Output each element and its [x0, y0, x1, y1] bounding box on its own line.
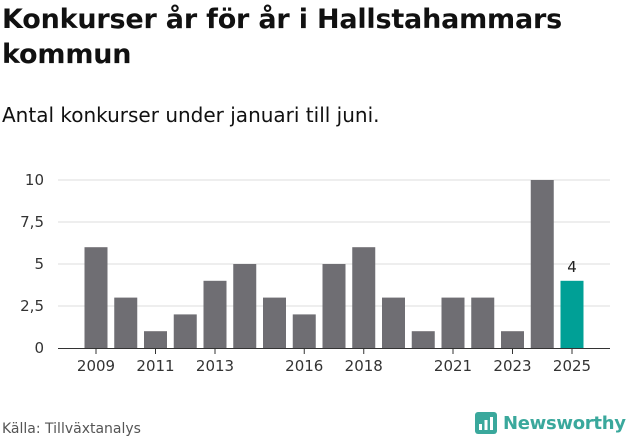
bar-2009 [84, 247, 108, 348]
bar-2017 [322, 264, 346, 348]
chart-subtitle: Antal konkurser under januari till juni. [2, 103, 380, 127]
bar-2010 [114, 297, 138, 348]
x-tick-label: 2018 [345, 357, 383, 375]
y-tick-label: 0 [34, 339, 44, 357]
newsworthy-logo: Newsworthy [475, 410, 626, 436]
newsworthy-logo-icon [475, 412, 497, 434]
bar-2021 [441, 297, 465, 348]
bar-2018 [352, 247, 376, 348]
bar-2024 [530, 180, 554, 348]
x-tick-label: 2023 [493, 357, 531, 375]
y-tick-label: 5 [34, 255, 44, 273]
data-label: 4 [567, 258, 577, 276]
bar-2013 [203, 280, 227, 348]
bar-2023 [501, 331, 524, 348]
bar-2014 [233, 264, 257, 348]
chart-title: Konkurser år för år i Hallstahammars kom… [2, 4, 562, 70]
x-tick-label: 2013 [196, 357, 234, 375]
bar-2015 [263, 297, 286, 348]
bar-2016 [292, 314, 316, 348]
y-tick-label: 2,5 [20, 297, 44, 315]
source-note: Källa: Tillväxtanalys [2, 421, 141, 437]
x-tick-label: 2016 [285, 357, 323, 375]
newsworthy-logo-text: Newsworthy [503, 412, 626, 434]
y-tick-label: 10 [25, 171, 44, 189]
bar-2025 [560, 280, 584, 348]
x-tick-label: 2021 [434, 357, 472, 375]
bar-2022 [471, 297, 495, 348]
x-tick-label: 2011 [136, 357, 174, 375]
bar-2020 [411, 331, 435, 348]
x-tick-label: 2009 [77, 357, 115, 375]
bar-2019 [382, 297, 405, 348]
bar-2011 [144, 331, 167, 348]
bar-chart: 4 0 2,5 5 7,5 10 2009 2011 2013 2016 2018 2021 2023… [20, 171, 610, 375]
bar-2012 [173, 314, 197, 348]
x-tick-label: 2025 [553, 357, 591, 375]
y-tick-label: 7,5 [20, 213, 44, 231]
